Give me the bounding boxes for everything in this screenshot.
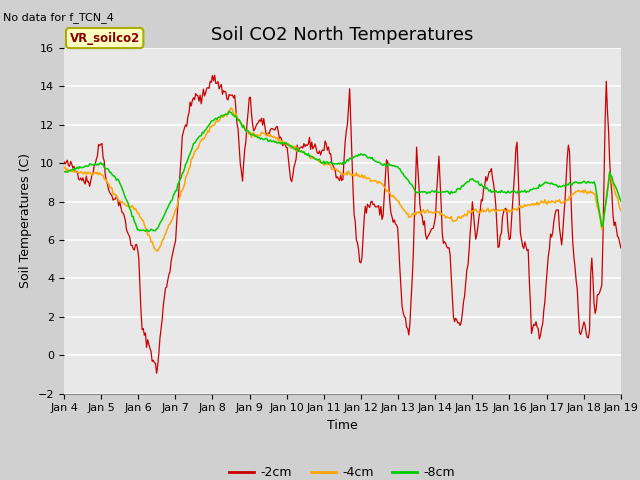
-4cm — [154, 248, 161, 254]
-8cm — [606, 169, 614, 175]
Line: -2cm: -2cm — [64, 75, 621, 373]
Text: No data for f_TCN_4: No data for f_TCN_4 — [3, 12, 114, 23]
-2cm — [330, 165, 338, 170]
-2cm — [211, 72, 218, 78]
-4cm — [394, 198, 401, 204]
-2cm — [60, 159, 68, 165]
-8cm — [364, 155, 371, 161]
-4cm — [364, 175, 371, 181]
-4cm — [519, 204, 527, 210]
-4cm — [330, 166, 338, 172]
-8cm — [330, 161, 338, 167]
-4cm — [60, 165, 68, 171]
Text: VR_soilco2: VR_soilco2 — [70, 32, 140, 45]
-4cm — [606, 170, 614, 176]
-8cm — [394, 164, 401, 169]
Line: -8cm: -8cm — [64, 111, 621, 231]
Title: Soil CO2 North Temperatures: Soil CO2 North Temperatures — [211, 25, 474, 44]
-8cm — [617, 198, 625, 204]
-2cm — [606, 157, 614, 163]
-2cm — [153, 371, 161, 376]
-8cm — [327, 159, 335, 165]
-4cm — [617, 208, 625, 214]
-8cm — [145, 228, 153, 234]
-8cm — [60, 169, 68, 175]
Legend: -2cm, -4cm, -8cm: -2cm, -4cm, -8cm — [225, 461, 460, 480]
-2cm — [519, 243, 527, 249]
-8cm — [225, 108, 233, 114]
Y-axis label: Soil Temperatures (C): Soil Temperatures (C) — [19, 153, 32, 288]
-2cm — [394, 225, 401, 230]
-8cm — [519, 189, 527, 194]
-2cm — [364, 201, 371, 207]
-2cm — [327, 151, 335, 156]
-4cm — [327, 163, 335, 168]
Line: -4cm: -4cm — [64, 108, 621, 251]
X-axis label: Time: Time — [327, 419, 358, 432]
-4cm — [228, 105, 236, 111]
-2cm — [617, 245, 625, 251]
